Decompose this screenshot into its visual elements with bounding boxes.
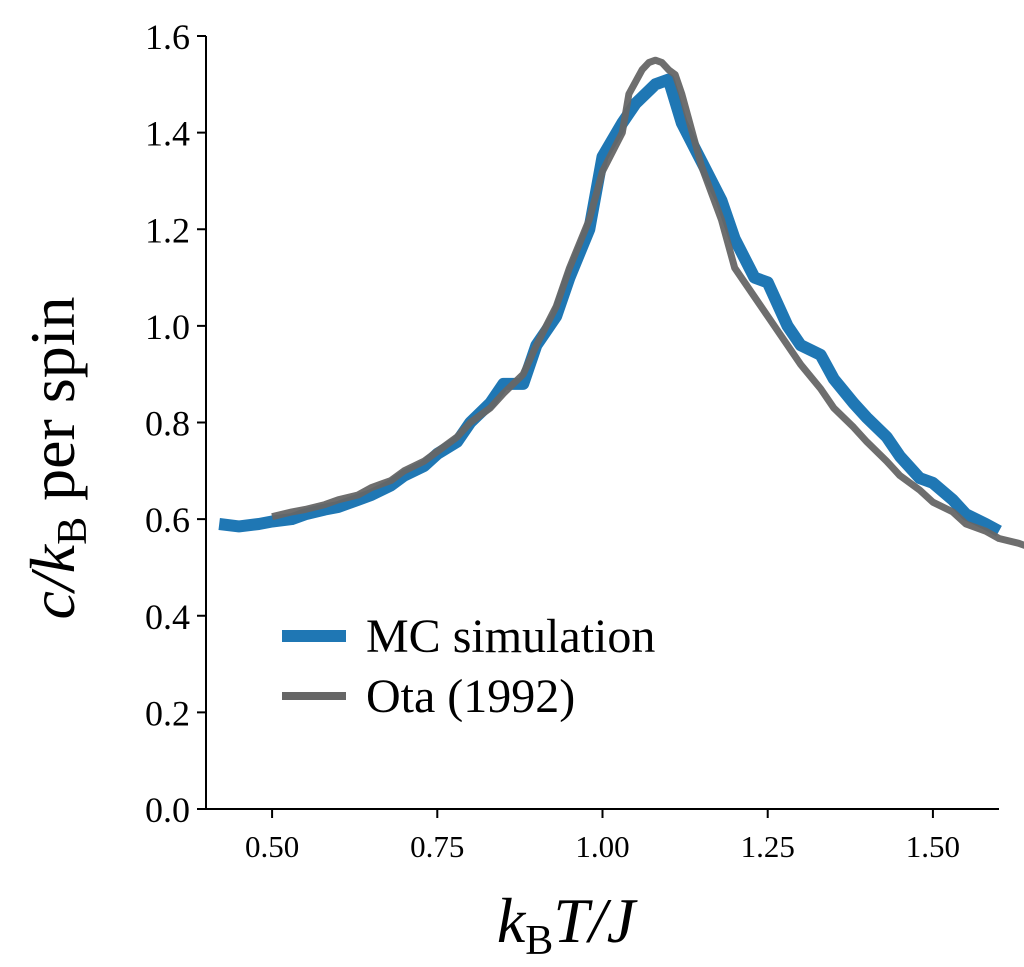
- series-layer: [218, 56, 1024, 549]
- y-tick-label: 0.4: [145, 597, 190, 637]
- y-tick-label: 0.2: [145, 693, 190, 733]
- y-tick-label: 1.6: [145, 17, 190, 57]
- series-line-ota-1992: [271, 56, 1024, 549]
- legend-label-mc-simulation: MC simulation: [366, 610, 655, 663]
- x-tick-label: 0.50: [245, 829, 299, 864]
- y-tick-label: 0.6: [145, 500, 190, 540]
- x-axis-label: kBT/J: [497, 885, 638, 964]
- legend: MC simulation Ota (1992): [282, 610, 655, 723]
- legend-label-ota-1992: Ota (1992): [366, 670, 575, 723]
- y-tick-label: 1.4: [145, 114, 190, 154]
- series-line-mc-simulation: [218, 73, 1002, 537]
- y-tick-label: 1.2: [145, 210, 190, 250]
- y-axis-label: c/kB per spin: [17, 296, 96, 619]
- x-tick-label: 0.75: [410, 829, 464, 864]
- y-tick-label: 0.0: [145, 790, 190, 830]
- x-ticks: 0.50 0.75 1.00 1.25 1.50: [245, 809, 960, 864]
- y-tick-label: 1.0: [145, 307, 190, 347]
- x-tick-label: 1.25: [741, 829, 795, 864]
- y-tick-label: 0.8: [145, 404, 190, 444]
- x-tick-label: 1.00: [575, 829, 629, 864]
- y-ticks: 0.0 0.2 0.4 0.6 0.8 1.0 1.2 1.4 1.6: [145, 17, 206, 830]
- x-tick-label: 1.50: [906, 829, 960, 864]
